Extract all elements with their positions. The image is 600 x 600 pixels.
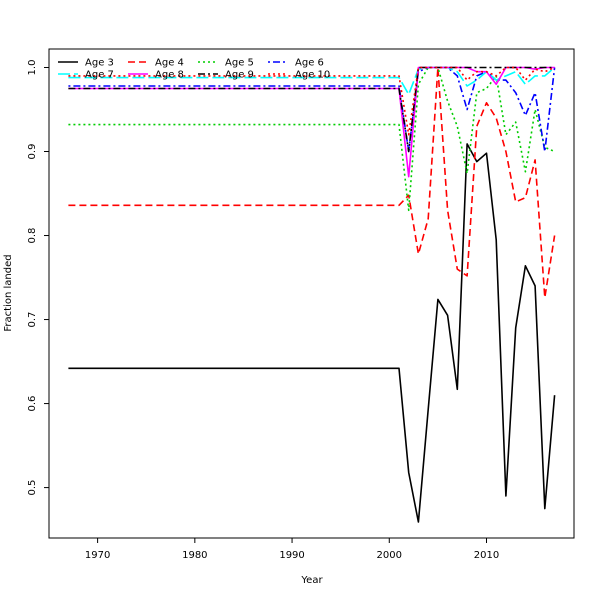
x-axis: 1970 1980 1990 2000 2010 bbox=[85, 538, 499, 561]
legend-label: Age 8 bbox=[155, 70, 184, 81]
legend-label: Age 6 bbox=[295, 58, 324, 69]
y-tick-label: 0.6 bbox=[27, 396, 38, 412]
x-tick-label: 2000 bbox=[377, 550, 402, 561]
plot-frame bbox=[48, 48, 575, 539]
legend-label: Age 10 bbox=[295, 70, 330, 81]
x-tick-label: 2010 bbox=[474, 550, 499, 561]
series-line-age-8 bbox=[68, 66, 555, 178]
series-line-age-10 bbox=[68, 66, 555, 136]
y-tick-label: 0.8 bbox=[27, 228, 38, 244]
y-axis-label: Fraction landed bbox=[3, 254, 14, 331]
x-tick-label: 1970 bbox=[85, 550, 110, 561]
y-axis: 0.5 0.6 0.7 0.8 0.9 1.0 bbox=[27, 60, 49, 496]
series-line-age-3 bbox=[68, 143, 556, 523]
y-tick-label: 0.9 bbox=[27, 144, 38, 160]
legend-label: Age 5 bbox=[225, 58, 254, 69]
y-tick-label: 0.7 bbox=[27, 312, 38, 328]
series-line-age-6 bbox=[68, 66, 556, 153]
legend-label: Age 7 bbox=[85, 70, 114, 81]
x-tick-label: 1980 bbox=[182, 550, 207, 561]
y-tick-label: 0.5 bbox=[27, 480, 38, 496]
x-axis-label: Year bbox=[300, 575, 323, 586]
legend: Age 3 Age 4 Age 5 Age 6 Age 7 Age 8 Age 9 Age 1… bbox=[58, 58, 330, 81]
series-layer bbox=[68, 66, 556, 523]
x-tick-label: 1990 bbox=[279, 550, 304, 561]
series-line-age-9 bbox=[68, 66, 555, 153]
series-line-age-4 bbox=[68, 66, 556, 299]
y-tick-label: 1.0 bbox=[27, 60, 38, 76]
legend-label: Age 9 bbox=[225, 70, 254, 81]
legend-label: Age 3 bbox=[85, 58, 114, 69]
legend-label: Age 4 bbox=[155, 58, 184, 69]
series-line-age-7 bbox=[68, 66, 556, 96]
series-line-age-5 bbox=[68, 66, 555, 212]
